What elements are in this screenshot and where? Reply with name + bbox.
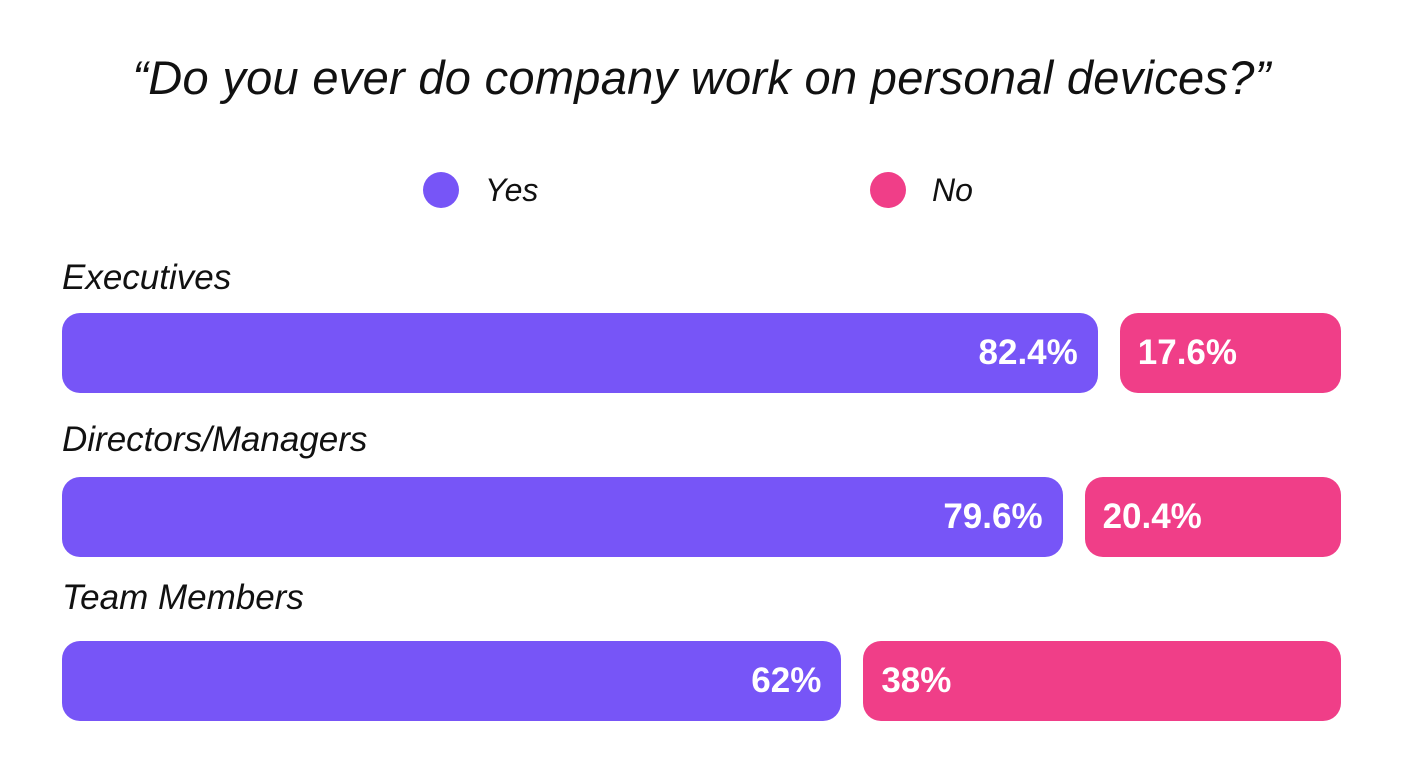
legend-label-no: No — [932, 172, 973, 208]
legend-swatch-yes — [423, 172, 459, 208]
bar-label-yes-directors-managers: 79.6% — [943, 497, 1043, 536]
bar-no-team-members — [863, 641, 1341, 721]
legend-item-yes: Yes — [423, 170, 538, 210]
category-label-team-members: Team Members — [62, 578, 304, 617]
legend-item-no: No — [870, 170, 973, 210]
bar-label-no-executives: 17.6% — [1137, 333, 1238, 372]
bar-no-executives — [1119, 313, 1341, 393]
bar-label-no-directors-managers: 20.4% — [1102, 497, 1202, 536]
bar-yes-team-members — [62, 641, 842, 721]
bar-label-yes-team-members: 62% — [751, 661, 822, 700]
legend-label-yes: Yes — [485, 172, 539, 208]
bar-yes-executives — [62, 313, 1098, 393]
category-label-directors-managers: Directors/Managers — [62, 420, 368, 459]
bar-no-directors-managers — [1084, 477, 1341, 557]
category-label-executives: Executives — [62, 258, 232, 297]
chart-title: “Do you ever do company work on personal… — [132, 51, 1271, 104]
bar-label-no-team-members: 38% — [881, 661, 952, 700]
bar-yes-directors-managers — [62, 477, 1063, 557]
legend-swatch-no — [870, 172, 906, 208]
bar-label-yes-executives: 82.4% — [978, 333, 1078, 372]
